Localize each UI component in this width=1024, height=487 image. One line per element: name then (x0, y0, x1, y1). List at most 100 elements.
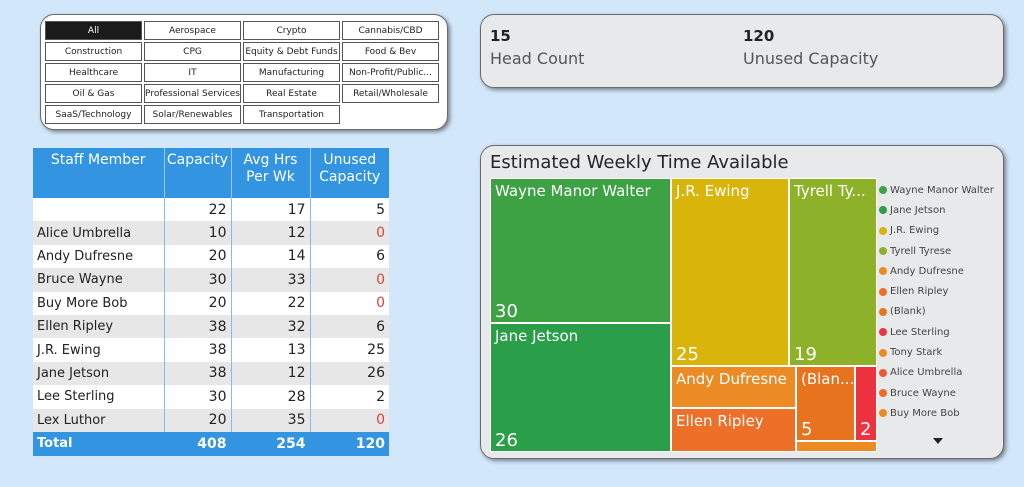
industry-chip[interactable]: Healthcare (45, 63, 142, 82)
tile-value: 5 (801, 419, 813, 440)
cell-capacity: 38 (163, 338, 231, 362)
head-count-value: 15 (490, 27, 511, 45)
col-header-staff-member[interactable]: Staff Member (33, 148, 164, 198)
tile-name: Andy Dufresne (676, 370, 787, 388)
industry-chip[interactable]: Non-Profit/Public... (342, 63, 439, 82)
cell-capacity: 20 (163, 244, 231, 269)
col-header-capacity[interactable]: Capacity (163, 148, 231, 198)
legend-dot-icon (879, 307, 887, 316)
industry-chip[interactable]: Transportation (243, 105, 340, 124)
total-unused: 120 (309, 431, 389, 456)
table-total-row: Total 408 254 120 (33, 431, 389, 456)
cell-avg-hrs: 12 (230, 361, 310, 386)
industry-chip[interactable]: Manufacturing (243, 63, 340, 82)
cell-staff-member: J.R. Ewing (33, 338, 164, 362)
table-row[interactable]: Lee Sterling 30 28 2 (33, 385, 389, 409)
legend-item[interactable]: Wayne Manor Walter (879, 180, 1001, 200)
legend-dot-icon (879, 247, 887, 256)
industry-chip[interactable]: CPG (144, 42, 241, 61)
industry-chip[interactable]: Crypto (243, 21, 340, 40)
legend-scroll-down-icon[interactable] (933, 438, 943, 444)
legend-label: Lee Sterling (890, 326, 950, 338)
treemap-tile[interactable]: 2 (855, 366, 877, 441)
cell-avg-hrs: 32 (230, 314, 310, 339)
legend-item[interactable]: (Blank) (879, 302, 1001, 322)
table-row[interactable]: Bruce Wayne 30 33 0 (33, 268, 389, 292)
legend-item[interactable]: Alice Umbrella (879, 363, 1001, 383)
industry-chip[interactable]: Retail/Wholesale (342, 84, 439, 103)
treemap-tile[interactable]: Wayne Manor Walter 30 (490, 178, 671, 323)
kpi-card: 15 Head Count 120 Unused Capacity (480, 14, 1004, 88)
tile-value: 30 (495, 301, 518, 322)
table-row[interactable]: 22 17 5 (33, 198, 389, 222)
industry-chip[interactable]: Oil & Gas (45, 84, 142, 103)
tile-value: 25 (676, 344, 699, 365)
staff-table: Staff Member Capacity Avg Hrs Per Wk Unu… (33, 148, 389, 456)
industry-slicer-grid: All Aerospace Crypto Cannabis/CBD Constr… (45, 21, 439, 124)
legend-item[interactable]: Tyrell Tyrese (879, 241, 1001, 261)
industry-chip[interactable]: All (45, 21, 142, 40)
table-body: 22 17 5 Alice Umbrella 10 12 0 Andy Dufresne 20 1… (33, 198, 389, 432)
industry-chip[interactable]: Cannabis/CBD (342, 21, 439, 40)
table-row[interactable]: Lex Luthor 20 35 0 (33, 408, 389, 432)
legend-dot-icon (879, 186, 887, 195)
treemap-tile[interactable]: Ellen Ripley (671, 408, 796, 452)
legend-dot-icon (879, 267, 887, 276)
cell-capacity: 20 (163, 408, 231, 432)
col-header-unused-capacity[interactable]: Unused Capacity (309, 148, 389, 198)
treemap-tile[interactable]: J.R. Ewing 25 (671, 178, 789, 366)
industry-chip[interactable]: Professional Services (144, 84, 241, 103)
col-header-avg-hrs[interactable]: Avg Hrs Per Wk (230, 148, 310, 198)
table-row[interactable]: Buy More Bob 20 22 0 (33, 291, 389, 315)
legend-item[interactable]: Ellen Ripley (879, 281, 1001, 301)
legend-item[interactable]: Buy More Bob (879, 403, 1001, 423)
treemap-tile[interactable]: (Blan... 5 (796, 366, 855, 441)
industry-chip[interactable]: Equity & Debt Funds (243, 42, 340, 61)
tile-value: 26 (495, 430, 518, 451)
table-row[interactable]: Andy Dufresne 20 14 6 (33, 244, 389, 269)
industry-slicer: All Aerospace Crypto Cannabis/CBD Constr… (40, 14, 448, 130)
industry-chip[interactable]: Food & Bev (342, 42, 439, 61)
table-row[interactable]: Alice Umbrella 10 12 0 (33, 221, 389, 245)
industry-chip[interactable]: Aerospace (144, 21, 241, 40)
legend-dot-icon (879, 206, 887, 215)
treemap-tile[interactable]: Jane Jetson 26 (490, 323, 671, 452)
industry-chip[interactable]: Real Estate (243, 84, 340, 103)
treemap-tile[interactable]: Tyrell Ty... 19 (789, 178, 877, 366)
cell-unused-capacity: 25 (309, 338, 389, 362)
legend-item[interactable]: Andy Dufresne (879, 261, 1001, 281)
cell-capacity: 10 (163, 221, 231, 245)
legend-dot-icon (879, 287, 887, 296)
table-row[interactable]: Jane Jetson 38 12 26 (33, 361, 389, 386)
cell-capacity: 38 (163, 361, 231, 386)
industry-chip[interactable]: SaaS/Technology (45, 105, 142, 124)
treemap-tile[interactable]: Andy Dufresne (671, 366, 796, 408)
unused-capacity-label: Unused Capacity (743, 49, 879, 68)
legend-label: J.R. Ewing (890, 225, 940, 237)
treemap-legend: Wayne Manor Walter Jane Jetson J.R. Ewing T… (879, 180, 1001, 424)
legend-item[interactable]: Jane Jetson (879, 200, 1001, 220)
legend-dot-icon (879, 348, 887, 357)
table-row[interactable]: Ellen Ripley 38 32 6 (33, 314, 389, 339)
cell-avg-hrs: 13 (230, 338, 310, 362)
treemap-card: Estimated Weekly Time Available Wayne Ma… (480, 145, 1004, 459)
table-header-row: Staff Member Capacity Avg Hrs Per Wk Unu… (33, 148, 389, 198)
legend-item[interactable]: Lee Sterling (879, 322, 1001, 342)
cell-capacity: 30 (163, 385, 231, 409)
cell-staff-member: Alice Umbrella (33, 221, 164, 245)
table-row[interactable]: J.R. Ewing 38 13 25 (33, 338, 389, 362)
treemap-tile[interactable] (796, 441, 877, 452)
legend-dot-icon (879, 328, 887, 337)
industry-chip[interactable]: IT (144, 63, 241, 82)
cell-avg-hrs: 28 (230, 385, 310, 409)
legend-label: Andy Dufresne (890, 265, 964, 277)
legend-item[interactable]: Bruce Wayne (879, 383, 1001, 403)
industry-chip[interactable]: Solar/Renewables (144, 105, 241, 124)
industry-chip[interactable]: Construction (45, 42, 142, 61)
cell-unused-capacity: 6 (309, 314, 389, 339)
legend-item[interactable]: Tony Stark (879, 342, 1001, 362)
cell-avg-hrs: 17 (230, 198, 310, 222)
total-capacity: 408 (163, 431, 231, 456)
legend-item[interactable]: J.R. Ewing (879, 221, 1001, 241)
cell-avg-hrs: 35 (230, 408, 310, 432)
